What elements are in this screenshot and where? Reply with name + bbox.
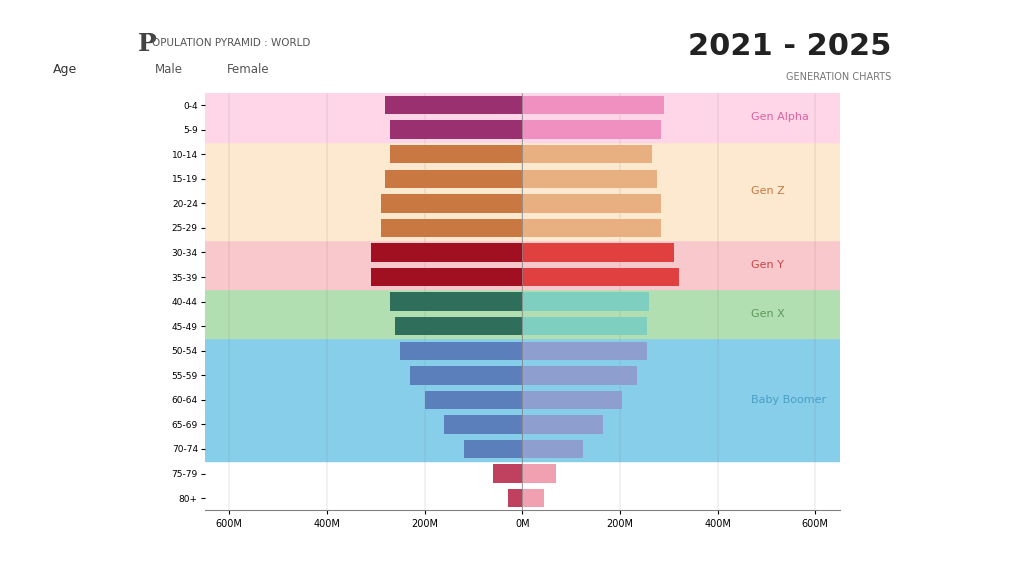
Bar (400, 342, 522, 360)
Bar (522, 366, 637, 385)
Bar (371, 268, 522, 287)
Text: Baby Boomer: Baby Boomer (751, 395, 826, 405)
Bar (205, 339, 840, 461)
Bar (385, 169, 522, 188)
Bar (522, 145, 651, 164)
Text: Gen Y: Gen Y (751, 260, 783, 270)
Bar (493, 465, 522, 483)
Text: Gen Alpha: Gen Alpha (751, 113, 809, 122)
Bar (522, 268, 679, 287)
Bar (390, 121, 522, 139)
Bar (205, 289, 840, 339)
Text: Male: Male (155, 63, 182, 76)
Bar (522, 169, 656, 188)
Bar (522, 489, 544, 508)
Bar (522, 317, 647, 335)
Bar (205, 142, 840, 240)
Bar (522, 121, 662, 139)
Bar (410, 366, 522, 385)
Bar (508, 489, 522, 508)
Text: P: P (138, 32, 157, 56)
Bar (522, 96, 664, 114)
Bar (205, 240, 840, 289)
Bar (522, 415, 603, 434)
Bar (425, 391, 522, 409)
Bar (444, 415, 522, 434)
Bar (522, 292, 649, 311)
Bar (522, 243, 674, 262)
Text: GENERATION CHARTS: GENERATION CHARTS (785, 72, 891, 82)
Bar (395, 317, 522, 335)
Bar (205, 93, 840, 142)
Bar (464, 440, 522, 458)
Bar (522, 465, 556, 483)
Bar (390, 145, 522, 164)
Bar (522, 391, 623, 409)
Bar (371, 243, 522, 262)
Bar (522, 342, 647, 360)
Text: Gen Z: Gen Z (751, 186, 784, 196)
Bar (522, 194, 662, 212)
Text: 2021 - 2025: 2021 - 2025 (687, 32, 891, 61)
Bar (522, 219, 662, 237)
Text: Gen X: Gen X (751, 309, 784, 319)
Bar (522, 440, 584, 458)
Text: Female: Female (227, 63, 269, 76)
Bar (381, 194, 522, 212)
Bar (385, 96, 522, 114)
Text: OPULATION PYRAMID : WORLD: OPULATION PYRAMID : WORLD (152, 38, 310, 48)
Bar (381, 219, 522, 237)
Text: Age: Age (53, 63, 77, 76)
Bar (390, 292, 522, 311)
